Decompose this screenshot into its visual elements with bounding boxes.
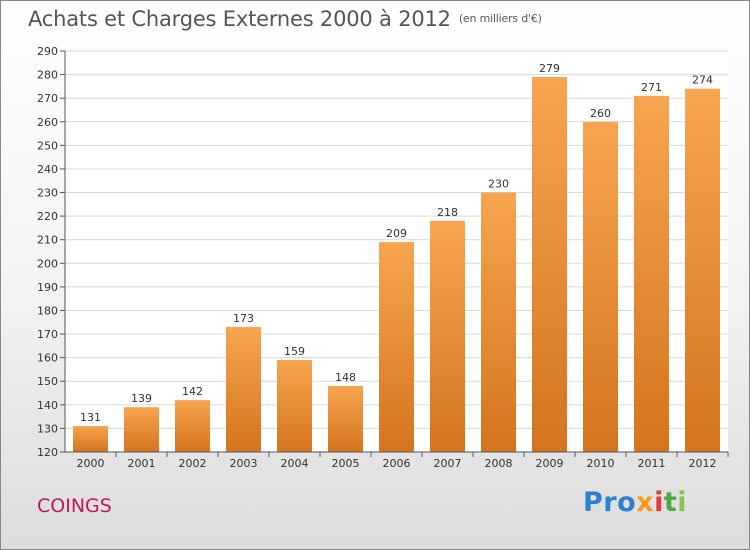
bar — [685, 88, 720, 452]
x-tick-label: 2007 — [434, 457, 462, 470]
bar-value-label: 260 — [590, 107, 611, 120]
y-tick-label: 120 — [37, 446, 58, 459]
y-tick-label: 160 — [37, 352, 58, 365]
x-tick-label: 2012 — [689, 457, 717, 470]
bar — [175, 400, 210, 452]
y-tick-label: 290 — [37, 45, 58, 58]
bar — [583, 121, 618, 452]
chart-title: Achats et Charges Externes 2000 à 2012 (e… — [28, 7, 542, 31]
y-tick-label: 130 — [37, 422, 58, 435]
y-tick-label: 190 — [37, 281, 58, 294]
bar — [430, 220, 465, 452]
y-tick-label: 180 — [37, 304, 58, 317]
x-axis: 2000 2001 2002 2003 2004 2005 2006 2007 2008 2009… — [77, 452, 729, 470]
bars: 131 139 142 173 159 148 209 218 230 279 260 271 274 — [73, 62, 720, 453]
logo-part-1: Pro — [583, 487, 637, 518]
bar — [124, 407, 159, 452]
x-tick-label: 2003 — [230, 457, 258, 470]
x-tick-label: 2004 — [281, 457, 309, 470]
bar — [532, 76, 567, 453]
y-tick-label: 140 — [37, 399, 58, 412]
x-tick-label: 2010 — [587, 457, 615, 470]
x-tick-label: 2011 — [638, 457, 666, 470]
bar — [277, 360, 312, 452]
bar-value-label: 271 — [641, 81, 662, 94]
x-tick-label: 2000 — [77, 457, 105, 470]
bar-value-label: 209 — [386, 227, 407, 240]
y-tick-label: 170 — [37, 328, 58, 341]
y-tick-label: 200 — [37, 257, 58, 270]
x-tick-label: 2005 — [332, 457, 360, 470]
bar — [73, 426, 108, 452]
logo-part-2: x — [636, 487, 655, 518]
bar-value-label: 148 — [335, 371, 356, 384]
y-tick-label: 280 — [37, 69, 58, 82]
x-tick-label: 2006 — [383, 457, 411, 470]
y-tick-label: 210 — [37, 234, 58, 247]
y-tick-label: 260 — [37, 116, 58, 129]
x-tick-label: 2009 — [536, 457, 564, 470]
y-axis: 120 130 140 150 160 170 180 190 200 210 220 230 240 2… — [37, 45, 65, 459]
bar — [634, 95, 669, 452]
y-tick-label: 150 — [37, 375, 58, 388]
bar-value-label: 142 — [182, 385, 203, 398]
x-tick-label: 2002 — [179, 457, 207, 470]
proxiti-logo: Proxiti — [583, 487, 687, 518]
bar-value-label: 173 — [233, 312, 254, 325]
commune-name: COINGS — [37, 495, 112, 517]
y-tick-label: 220 — [37, 210, 58, 223]
logo-part-4: t — [663, 487, 678, 518]
bar-value-label: 274 — [692, 74, 713, 87]
x-tick-label: 2001 — [128, 457, 156, 470]
bar-value-label: 279 — [539, 62, 560, 75]
bar-value-label: 218 — [437, 206, 458, 219]
bar-value-label: 230 — [488, 178, 509, 191]
y-tick-label: 250 — [37, 139, 58, 152]
bar — [226, 326, 261, 452]
bar — [379, 242, 414, 452]
bar — [481, 192, 516, 452]
logo-part-5: i — [677, 487, 688, 518]
chart-subtitle: (en milliers d'€) — [458, 12, 542, 25]
bar — [328, 385, 363, 452]
bar-value-label: 131 — [80, 411, 101, 424]
bar-value-label: 139 — [131, 392, 152, 405]
y-tick-label: 270 — [37, 92, 58, 105]
bar-value-label: 159 — [284, 345, 305, 358]
logo-part-3: i — [654, 487, 664, 518]
x-tick-label: 2008 — [485, 457, 513, 470]
y-tick-label: 230 — [37, 187, 58, 200]
y-tick-label: 240 — [37, 163, 58, 176]
chart-title-text: Achats et Charges Externes 2000 à 2012 — [28, 7, 451, 31]
